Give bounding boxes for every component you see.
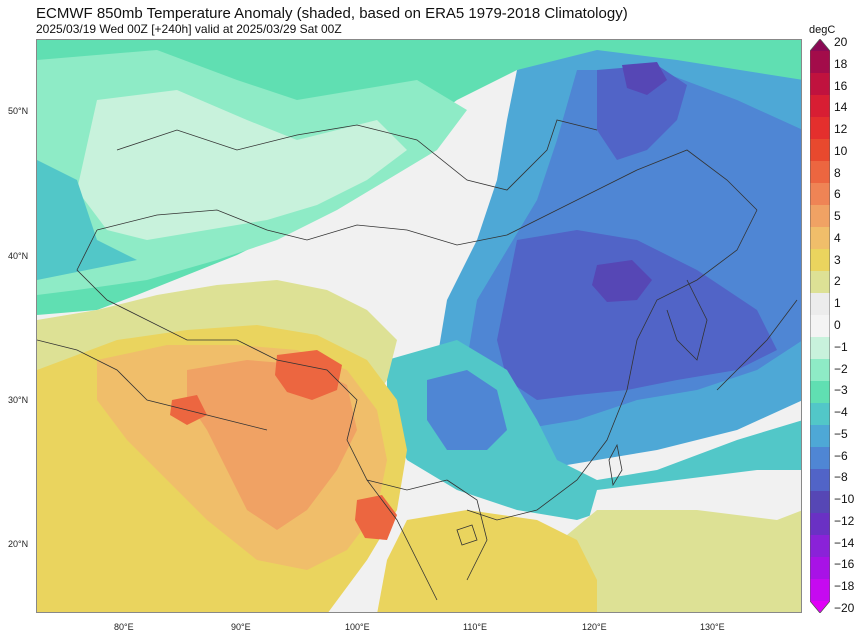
lat-label-20: 20°N: [8, 539, 29, 549]
colorbar-segment: [810, 271, 830, 294]
lat-label-50: 50°N: [8, 106, 29, 116]
colorbar-tick-label: −8: [834, 470, 848, 485]
colorbar-segment: [810, 161, 830, 184]
colorbar-segment: [810, 469, 830, 492]
colorbar: [810, 39, 830, 613]
anomaly-region-southwest-deep: [187, 360, 357, 530]
anomaly-region-southeast-pale: [537, 510, 801, 612]
colorbar-segment: [810, 359, 830, 382]
chart-title: ECMWF 850mb Temperature Anomaly (shaded,…: [36, 5, 628, 22]
map-canvas: [37, 40, 801, 612]
colorbar-segment: [810, 403, 830, 426]
anomaly-map: [36, 39, 802, 613]
colorbar-tick-label: −4: [834, 405, 848, 420]
coastline-hainan: [456, 524, 478, 546]
colorbar-segment: [810, 205, 830, 228]
anomaly-region-hot-core: [275, 350, 342, 400]
colorbar-tick-label: −3: [834, 383, 848, 398]
coastline-east: [466, 209, 758, 521]
colorbar-tick-label: −12: [834, 513, 855, 528]
border-india: [37, 339, 268, 431]
chart-subtitle: 2025/03/19 Wed 00Z [+240h] valid at 2025…: [36, 22, 342, 36]
lon-label-130: 130°E: [700, 622, 725, 632]
anomaly-region-south-cyan: [387, 340, 801, 520]
borders-layer: [37, 119, 798, 601]
colorbar-tick-label: 12: [834, 122, 848, 137]
colorbar-tick-label: −2: [834, 361, 848, 376]
colorbar-segment: [810, 51, 830, 74]
colorbar-segment: [810, 579, 830, 602]
colorbar-segment: [810, 249, 830, 272]
colorbar-tick-label: −10: [834, 492, 855, 507]
coastline-indochina: [366, 479, 488, 601]
colorbar-unit: degC: [809, 24, 836, 36]
anomaly-region-northeast-strong: [597, 65, 687, 160]
anomaly-region-purple-core: [592, 260, 652, 302]
anomaly-region-north-cyan: [37, 160, 137, 280]
colorbar-tick-label: 3: [834, 252, 841, 267]
colorbar-segment: [810, 447, 830, 470]
colorbar-tick-label: 0: [834, 318, 841, 332]
colorbar-tick-label: 10: [834, 143, 848, 158]
anomaly-region-purple-ne: [622, 62, 667, 95]
border-mongolia: [116, 119, 598, 191]
colorbar-extend-top: [810, 39, 830, 51]
colorbar-segment: [810, 183, 830, 206]
colorbar-tick-label: −6: [834, 448, 848, 463]
colorbar-segment: [810, 425, 830, 448]
colorbar-tick-label: 1: [834, 296, 841, 311]
colorbar-segment: [810, 227, 830, 250]
lon-label-100: 100°E: [345, 622, 370, 632]
colorbar-segment: [810, 535, 830, 558]
colorbar-segment: [810, 315, 830, 338]
anomaly-region-mongolia-pale: [77, 90, 407, 240]
lat-label-40: 40°N: [8, 251, 29, 261]
colorbar-segment: [810, 337, 830, 360]
lon-label-80: 80°E: [114, 622, 134, 632]
coastline-taiwan: [608, 443, 623, 487]
coastline-japan: [716, 299, 798, 391]
colorbar-tick-label: 20: [834, 35, 848, 49]
lon-label-120: 120°E: [582, 622, 607, 632]
colorbar-tick-label: −16: [834, 557, 855, 572]
anomaly-region-scs-yellow: [377, 510, 597, 612]
colorbar-tick-label: −5: [834, 426, 848, 441]
colorbar-tick-label: 2: [834, 274, 841, 289]
colorbar-segment: [810, 117, 830, 140]
colorbar-tick-label: 14: [834, 100, 848, 115]
anomaly-region-east-strong: [497, 230, 777, 400]
lon-label-110: 110°E: [463, 622, 487, 632]
colorbar-tick-label: 5: [834, 209, 841, 224]
colorbar-segment: [810, 491, 830, 514]
colorbar-extend-bottom: [810, 601, 830, 613]
lon-label-90: 90°E: [231, 622, 251, 632]
colorbar-tick-label: 4: [834, 230, 841, 245]
colorbar-tick-label: −20: [834, 601, 855, 615]
colorbar-segment: [810, 95, 830, 118]
colorbar-segment: [810, 513, 830, 536]
colorbar-tick-label: −1: [834, 339, 848, 354]
border-china-north: [96, 149, 758, 246]
coastline-korea: [666, 279, 708, 361]
colorbar-tick-label: 16: [834, 78, 848, 93]
colorbar-segment: [810, 139, 830, 162]
colorbar-segment: [810, 293, 830, 316]
colorbar-tick-label: 6: [834, 187, 841, 202]
lat-label-30: 30°N: [8, 395, 29, 405]
colorbar-segment: [810, 557, 830, 580]
colorbar-segment: [810, 73, 830, 96]
colorbar-tick-label: 18: [834, 56, 848, 71]
colorbar-segment: [810, 381, 830, 404]
anomaly-region-south-mid: [427, 370, 507, 450]
colorbar-tick-label: −18: [834, 579, 855, 594]
colorbar-tick-label: 8: [834, 165, 841, 180]
colorbar-tick-label: −14: [834, 535, 855, 550]
